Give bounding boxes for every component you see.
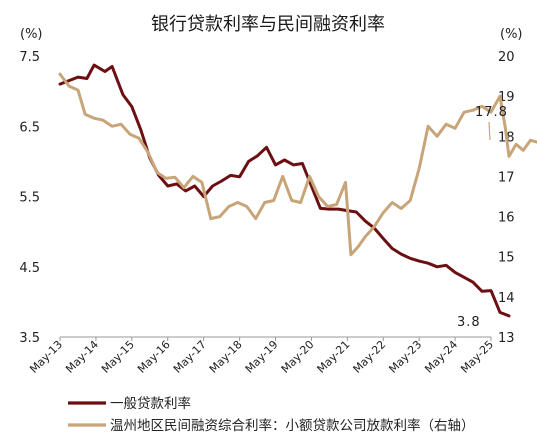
left-tick-label: 6.5 (19, 120, 40, 135)
private-rate-end-label: 17.8 (475, 105, 508, 120)
legend: 一般贷款利率 温州地区民间融资综合利率：小额贷款公司放款利率（右轴） (68, 395, 475, 434)
left-tick-label: 4.5 (19, 261, 40, 276)
right-tick-label: 15 (498, 251, 515, 266)
right-tick-label: 13 (498, 331, 515, 346)
x-tick-label: May-16 (135, 338, 173, 376)
x-axis: May-13May-14May-15May-16May-17May-18May-… (27, 337, 496, 376)
x-tick-label: May-17 (171, 338, 209, 376)
chart-title: 银行贷款利率与民间融资利率 (151, 14, 385, 35)
plot-area (58, 63, 537, 318)
legend-label-private-rate: 温州地区民间融资综合利率：小额贷款公司放款利率（右轴） (110, 417, 475, 434)
left-tick-label: 5.5 (19, 191, 40, 206)
x-tick-label: May-19 (243, 338, 281, 376)
loan-rate-end-label: 3.8 (457, 315, 481, 330)
right-tick-label: 17 (498, 170, 515, 185)
right-tick-label: 20 (498, 50, 515, 65)
x-tick-label: May-18 (207, 338, 245, 376)
left-tick-label: 7.5 (19, 50, 40, 65)
x-tick-label: May-23 (386, 338, 424, 376)
legend-label-loan-rate: 一般贷款利率 (110, 395, 191, 412)
left-axis: 7.5 6.5 5.5 4.5 3.5 (19, 50, 40, 346)
x-tick-label: May-21 (315, 338, 353, 376)
x-tick-label: May-14 (63, 338, 101, 376)
left-tick-label: 3.5 (19, 331, 40, 346)
right-axis-unit: (%) (500, 27, 523, 42)
x-tick-label: May-25 (458, 338, 496, 376)
series-line-private-rate (58, 72, 537, 257)
x-tick-label: May-22 (351, 338, 389, 376)
x-tick-label: May-20 (279, 338, 317, 376)
left-axis-unit: (%) (20, 27, 43, 42)
right-tick-label: 16 (498, 211, 515, 226)
x-tick-label: May-24 (422, 338, 460, 376)
series-line-loan-rate (58, 63, 511, 318)
private-rate-end-leader (488, 121, 491, 141)
x-tick-label: May-15 (99, 338, 137, 376)
right-tick-label: 14 (498, 291, 515, 306)
